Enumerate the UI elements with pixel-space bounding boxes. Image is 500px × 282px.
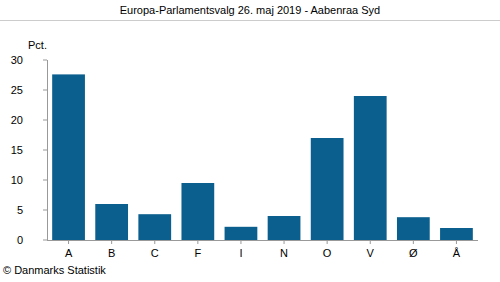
y-tick-label: 0 [17,234,23,246]
bar [95,204,128,240]
x-tick [413,240,414,244]
x-tick [456,240,457,244]
y-axis-label: Pct. [28,39,47,51]
y-tick-label: 20 [11,114,23,126]
x-tick [111,240,112,244]
chart: Europa-Parlamentsvalg 26. maj 2019 - Aab… [0,0,500,282]
bars [52,74,473,240]
x-tick-label: N [280,247,288,259]
bar [225,227,258,240]
title: Europa-Parlamentsvalg 26. maj 2019 - Aab… [120,4,381,16]
x-tick-label: B [108,247,115,259]
x-tick [327,240,328,244]
y-tick [43,210,47,211]
x-tick-label: Ø [409,247,418,259]
y-tick [43,120,47,121]
y-tick [43,60,47,61]
x-tick [284,240,285,244]
source: © Danmarks Statistik [3,264,106,276]
bar [440,228,473,240]
x-tick-label: V [367,247,375,259]
y-tick [43,180,47,181]
y-tick-label: 5 [17,204,23,216]
bar [354,96,387,240]
bar [52,74,85,240]
bar [181,183,214,240]
x-tick-label: Å [453,247,461,259]
bar [138,214,171,240]
x-tick [68,240,69,244]
y-tick-label: 10 [11,174,23,186]
y-tick [43,90,47,91]
x-tick-label: O [323,247,332,259]
x-tick [370,240,371,244]
y-tick-label: 30 [11,54,23,66]
x-tick-label: F [194,247,201,259]
bar [268,216,301,240]
chart-container: Europa-Parlamentsvalg 26. maj 2019 - Aab… [0,0,500,282]
y-axis [47,60,48,240]
y-tick [43,150,47,151]
bar [397,217,430,240]
x-tick-label: I [239,247,242,259]
bar [311,138,344,240]
x-tick [154,240,155,244]
y-tick-label: 15 [11,144,23,156]
title-rule [0,20,500,21]
y-tick-label: 25 [11,84,23,96]
x-tick-label: A [65,247,73,259]
y-tick [43,240,47,241]
background [0,0,500,282]
x-tick [197,240,198,244]
x-tick-label: C [151,247,159,259]
x-tick [240,240,241,244]
